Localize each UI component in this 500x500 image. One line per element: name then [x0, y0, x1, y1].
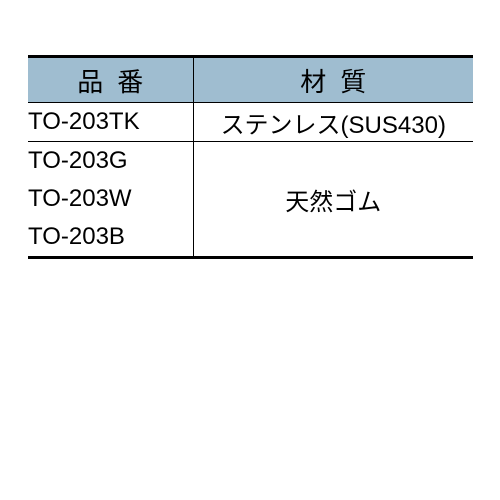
spec-table: 品番 材質 TO-203TK ステンレス(SUS430) TO-203G 天然ゴ… — [28, 55, 473, 259]
cell-product: TO-203B — [28, 218, 193, 258]
table-row: TO-203TK ステンレス(SUS430) — [28, 103, 473, 142]
table-row: TO-203G 天然ゴム — [28, 142, 473, 181]
header-product-number: 品番 — [28, 57, 193, 103]
cell-product: TO-203W — [28, 180, 193, 218]
cell-material: ステンレス(SUS430) — [193, 103, 473, 142]
header-material: 材質 — [193, 57, 473, 103]
page: 品番 材質 TO-203TK ステンレス(SUS430) TO-203G 天然ゴ… — [0, 0, 500, 500]
table-header-row: 品番 材質 — [28, 57, 473, 103]
cell-product: TO-203G — [28, 142, 193, 181]
cell-product: TO-203TK — [28, 103, 193, 142]
cell-material: 天然ゴム — [193, 142, 473, 258]
